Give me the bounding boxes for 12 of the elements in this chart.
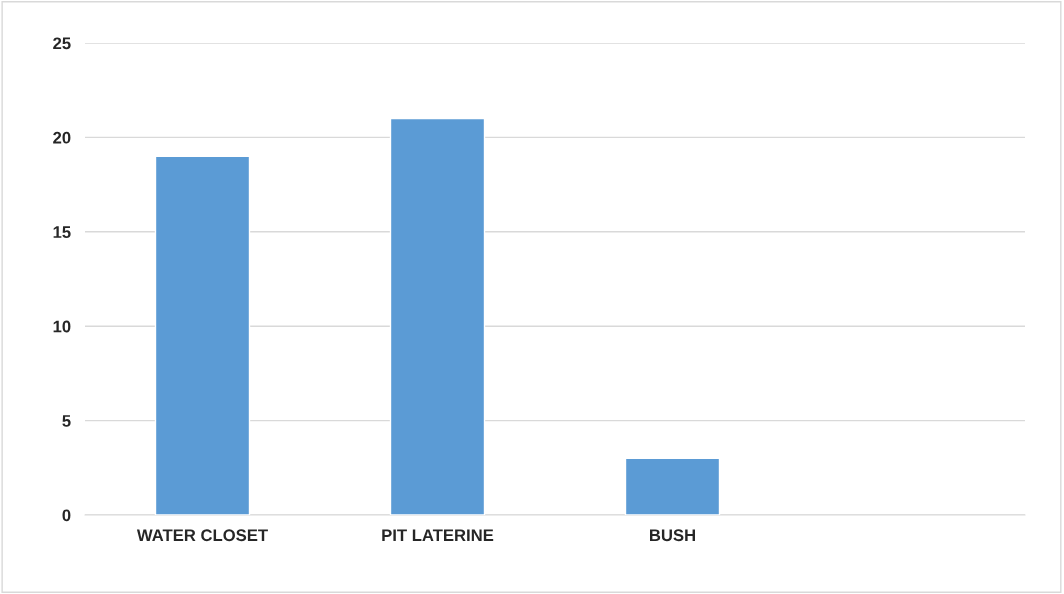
bar xyxy=(624,457,721,515)
x-tick-label: BUSH xyxy=(650,529,695,542)
x-tick-label: PIT LATERINE xyxy=(382,529,494,541)
y-tick-label: 15 xyxy=(53,226,71,238)
y-tick-label: 5 xyxy=(62,415,71,427)
y-tick-label: 10 xyxy=(53,320,71,333)
x-tick-label: WATER CLOSET xyxy=(136,529,268,542)
bar xyxy=(154,155,251,515)
y-tick-label: 25 xyxy=(53,37,71,50)
y-tick-label: 20 xyxy=(53,131,71,144)
y-tick-label: 0 xyxy=(62,509,71,522)
bar xyxy=(389,117,486,515)
